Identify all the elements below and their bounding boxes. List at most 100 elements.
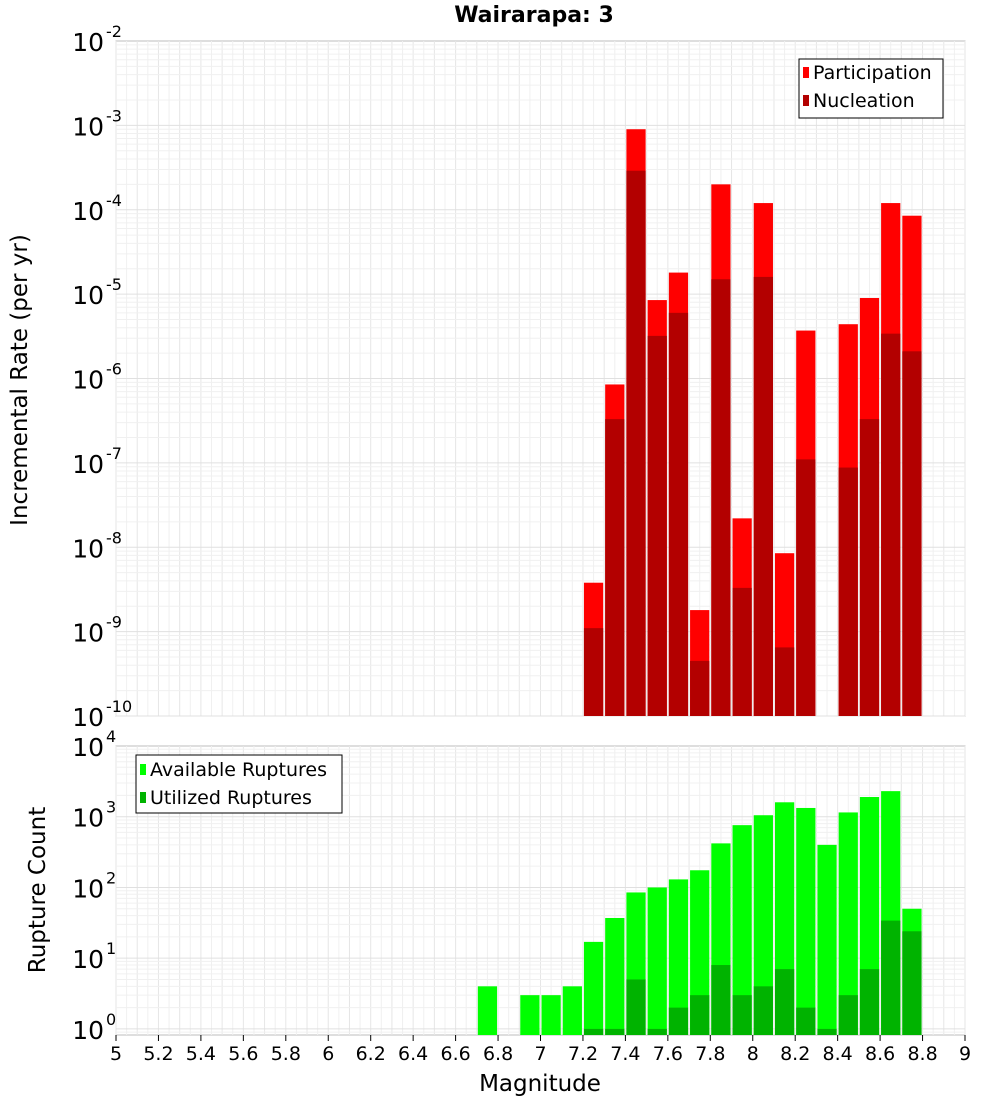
rate-y-tick-label: 10	[72, 619, 104, 648]
count-bar-utilized-ruptures	[753, 986, 773, 1035]
rate-bar-nucleation	[796, 459, 816, 716]
rate-y-tick-label: 10	[72, 534, 104, 563]
rate-bar-nucleation	[902, 351, 922, 716]
x-tick-label: 6.2	[356, 1043, 386, 1065]
count-y-tick-exponent: 3	[106, 798, 116, 817]
x-axis-title: Magnitude	[479, 1071, 601, 1097]
x-tick-label: 7.6	[653, 1043, 683, 1065]
count-bar-available-ruptures	[668, 879, 689, 1035]
rate-bars	[583, 129, 922, 717]
x-tick-label: 5.4	[186, 1043, 216, 1065]
rate-bar-nucleation	[859, 419, 880, 716]
count-bar-available-ruptures	[605, 917, 625, 1035]
count-bar-utilized-ruptures	[838, 995, 858, 1035]
x-tick-label: 8	[747, 1043, 759, 1065]
legend-label-utilized: Utilized Ruptures	[150, 787, 312, 809]
rate-y-tick-exponent: -10	[106, 697, 132, 716]
count-bar-utilized-ruptures	[774, 969, 795, 1035]
rate-y-tick-exponent: -2	[106, 22, 122, 41]
legend-label-nucleation: Nucleation	[813, 90, 915, 112]
rate-bar-nucleation	[647, 335, 667, 716]
count-y-tick-label: 10	[72, 804, 104, 833]
rate-bar-nucleation	[881, 333, 901, 716]
rate-y-tick-exponent: -5	[106, 275, 122, 294]
legend-label-participation: Participation	[813, 62, 932, 84]
rate-y-tick-label: 10	[72, 450, 104, 479]
x-tick-label: 9	[959, 1043, 971, 1065]
rate-y-axis-title: Incremental Rate (per yr)	[7, 234, 33, 526]
rate-bar-nucleation	[583, 628, 604, 716]
count-y-tick-label: 10	[72, 945, 104, 974]
count-bar-available-ruptures	[583, 941, 604, 1035]
count-bar-utilized-ruptures	[902, 931, 922, 1035]
x-tick-label: 5.2	[143, 1043, 173, 1065]
rate-bar-nucleation	[626, 170, 646, 716]
rate-y-tick-exponent: -7	[106, 444, 122, 463]
x-tick-label: 8.2	[780, 1043, 810, 1065]
x-tick-label: 8.4	[823, 1043, 853, 1065]
count-bar-available-ruptures	[562, 986, 582, 1035]
x-tick-label: 6.4	[398, 1043, 428, 1065]
x-tick-label: 6.8	[483, 1043, 513, 1065]
rate-y-tick-label: 10	[72, 197, 104, 226]
rate-legend: Participation Nucleation	[798, 58, 944, 119]
x-tick-label: 5	[110, 1043, 122, 1065]
rate-bar-nucleation	[668, 312, 689, 716]
rate-bar-nucleation	[711, 279, 731, 716]
count-bar-available-ruptures	[838, 812, 858, 1035]
count-bar-available-ruptures	[541, 995, 561, 1035]
count-bar-utilized-ruptures	[881, 920, 901, 1035]
rate-bar-nucleation	[732, 587, 752, 716]
rate-legend-box	[798, 58, 944, 119]
rate-y-tick-exponent: -3	[106, 106, 122, 125]
x-tick-label: 7.4	[610, 1043, 640, 1065]
x-tick-label: 5.8	[271, 1043, 301, 1065]
count-y-tick-exponent: 1	[106, 939, 116, 958]
legend-label-available: Available Ruptures	[150, 759, 327, 781]
count-x-tick-labels: 5 5.2 5.4 5.6 5.8 6 6.2 6.4 6.6 6.8 7 7.2 7.4 7.6 7.8 8…	[110, 1035, 971, 1065]
x-tick-label: 6.6	[440, 1043, 470, 1065]
count-bar-utilized-ruptures	[605, 1028, 625, 1035]
rate-y-tick-label: 10	[72, 281, 104, 310]
rate-y-tick-exponent: -4	[106, 191, 122, 210]
count-bar-utilized-ruptures	[711, 965, 731, 1035]
count-bar-available-ruptures	[690, 870, 710, 1035]
count-legend-box	[135, 754, 343, 814]
rate-bar-nucleation	[838, 467, 858, 716]
legend-swatch-participation	[803, 67, 809, 78]
count-y-tick-exponent: 2	[106, 868, 116, 887]
count-y-tick-exponent: 4	[106, 727, 116, 746]
count-y-tick-label: 10	[72, 1016, 104, 1045]
x-tick-label: 8.8	[907, 1043, 937, 1065]
rate-y-tick-exponent: -6	[106, 360, 122, 379]
count-bar-available-ruptures	[817, 844, 837, 1035]
rate-y-tick-label: 10	[72, 366, 104, 395]
legend-swatch-nucleation	[803, 95, 809, 106]
x-tick-label: 6	[322, 1043, 334, 1065]
count-bar-available-ruptures	[796, 807, 816, 1035]
rate-y-tick-exponent: -8	[106, 528, 122, 547]
count-bar-utilized-ruptures	[690, 995, 710, 1035]
count-bar-available-ruptures	[647, 887, 667, 1035]
rate-bar-nucleation	[774, 647, 795, 716]
count-bar-utilized-ruptures	[647, 1028, 667, 1035]
rate-y-tick-label: 10	[72, 703, 104, 732]
legend-swatch-utilized	[140, 792, 146, 803]
count-bar-utilized-ruptures	[859, 969, 880, 1035]
x-tick-label: 7.2	[568, 1043, 598, 1065]
rate-y-tick-label: 10	[72, 112, 104, 141]
count-y-tick-label: 10	[72, 733, 104, 762]
rate-y-tick-label: 10	[72, 28, 104, 57]
count-bar-utilized-ruptures	[817, 1028, 837, 1035]
count-bars	[477, 791, 922, 1035]
x-tick-label: 7	[534, 1043, 546, 1065]
count-bar-utilized-ruptures	[732, 995, 752, 1035]
count-bar-available-ruptures	[732, 825, 752, 1035]
count-bar-available-ruptures	[753, 815, 773, 1035]
count-bar-available-ruptures	[477, 986, 498, 1035]
x-tick-label: 8.6	[865, 1043, 895, 1065]
